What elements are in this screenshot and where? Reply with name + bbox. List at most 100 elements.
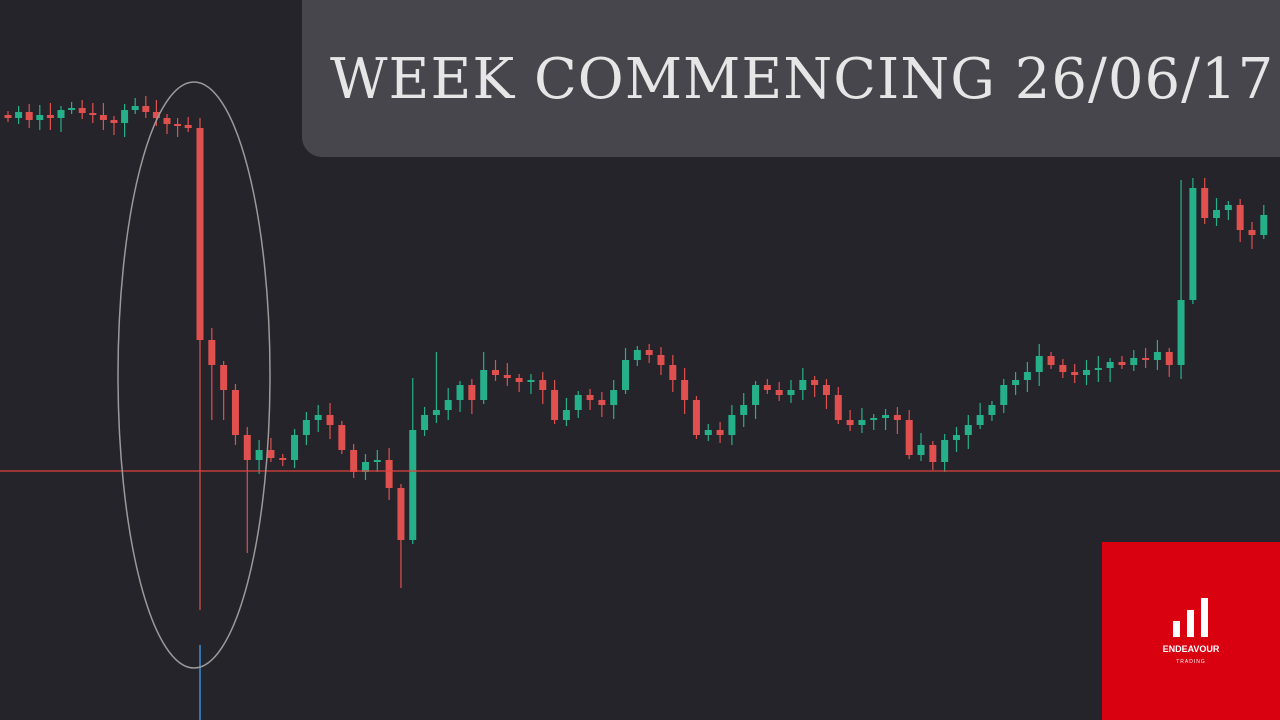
- candle-body: [220, 365, 228, 390]
- candle-body: [905, 420, 913, 455]
- candle-body: [503, 375, 511, 378]
- candle-body: [1153, 352, 1161, 360]
- candle-body: [409, 430, 417, 540]
- candle-body: [385, 460, 393, 488]
- candle-body: [492, 370, 499, 375]
- candle-body: [692, 400, 700, 435]
- candle-body: [681, 380, 689, 400]
- candle-body: [255, 450, 263, 460]
- candle-body: [834, 395, 842, 420]
- candle-body: [1130, 358, 1138, 365]
- candle-body: [622, 360, 630, 390]
- candle-body: [1177, 300, 1185, 365]
- candle-body: [527, 380, 535, 382]
- candle-body: [870, 418, 878, 420]
- candle-body: [110, 120, 118, 123]
- candle-body: [952, 435, 960, 440]
- candle-body: [858, 420, 866, 425]
- candle-body: [539, 380, 547, 390]
- candle-body: [917, 445, 925, 455]
- candle-body: [976, 415, 984, 425]
- candle-body: [231, 390, 239, 435]
- candle-body: [1035, 356, 1043, 372]
- candle-body: [633, 350, 641, 360]
- candle-body: [893, 415, 901, 420]
- candle-body: [68, 108, 76, 110]
- candle-body: [15, 112, 23, 118]
- candle-body: [763, 385, 771, 390]
- title-banner: [302, 0, 1280, 157]
- candle-body: [964, 425, 972, 435]
- candle-body: [78, 108, 86, 113]
- candle-body: [397, 488, 405, 540]
- candle-body: [645, 350, 653, 355]
- logo: ENDEAVOUR TRADING: [1102, 542, 1280, 720]
- title: WEEK COMMENCING 26/06/17: [330, 47, 1274, 112]
- candle-body: [361, 462, 369, 472]
- candle-body: [1248, 230, 1256, 235]
- candle-body: [468, 385, 476, 400]
- candle-body: [728, 415, 736, 435]
- candle-body: [121, 110, 129, 123]
- candle-body: [822, 385, 830, 395]
- candle-body: [799, 380, 807, 390]
- candle-body: [1201, 188, 1209, 218]
- candle-body: [1071, 372, 1079, 375]
- candle-body: [4, 115, 12, 118]
- candle-body: [1236, 205, 1244, 230]
- logo-bar: [1187, 610, 1194, 637]
- candle-body: [586, 395, 594, 400]
- candle-body: [1142, 358, 1150, 360]
- logo-bar: [1201, 598, 1208, 637]
- candle-body: [338, 425, 346, 450]
- candle-body: [350, 450, 358, 472]
- candle-body: [787, 390, 795, 395]
- candle-body: [846, 420, 854, 425]
- candle-body: [1083, 370, 1090, 375]
- candle-body: [551, 390, 559, 420]
- candle-body: [574, 395, 582, 410]
- candle-body: [1012, 380, 1020, 385]
- candle-body: [142, 106, 150, 112]
- candle-body: [598, 400, 606, 405]
- candle-body: [704, 430, 712, 435]
- candle-body: [1023, 372, 1031, 380]
- candle-body: [152, 112, 160, 118]
- candle-body: [752, 385, 760, 405]
- candle-body: [1106, 362, 1114, 368]
- candle-body: [811, 380, 819, 385]
- candle-body: [444, 400, 452, 410]
- candle-body: [941, 440, 949, 462]
- candle-body: [610, 390, 618, 405]
- candle-body: [929, 445, 937, 462]
- logo-tagline: TRADING: [1176, 659, 1206, 665]
- candle-body: [432, 410, 440, 415]
- candle-body: [373, 460, 381, 462]
- candle-body: [1213, 210, 1221, 218]
- candle-body: [291, 435, 299, 460]
- candle-body: [25, 112, 33, 120]
- candle-body: [279, 458, 287, 460]
- candle-body: [46, 115, 54, 118]
- candle-body: [99, 115, 107, 120]
- candle-body: [1165, 352, 1173, 365]
- candle-body: [57, 110, 65, 118]
- candle-body: [1118, 362, 1126, 365]
- candle-body: [1059, 365, 1067, 372]
- candle-body: [302, 420, 310, 435]
- candle-body: [243, 435, 251, 460]
- candle-body: [1189, 188, 1197, 300]
- logo-bar: [1173, 621, 1180, 637]
- candle-body: [326, 415, 334, 425]
- candle-body: [1224, 205, 1232, 210]
- candle-body: [1260, 215, 1268, 235]
- candle-body: [267, 450, 275, 458]
- candle-body: [882, 415, 890, 418]
- candle-body: [716, 430, 724, 435]
- logo-name: ENDEAVOUR: [1163, 644, 1220, 654]
- candle-body: [657, 355, 665, 365]
- candle-body: [36, 115, 44, 120]
- candle-body: [163, 118, 171, 124]
- candle-body: [184, 125, 192, 128]
